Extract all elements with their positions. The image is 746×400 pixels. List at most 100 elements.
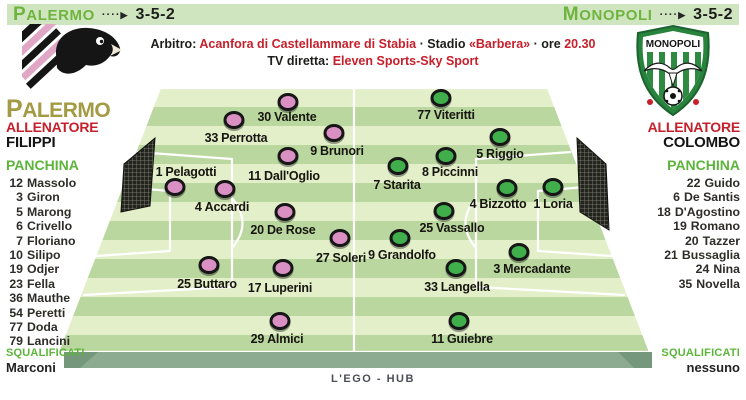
player-name: Perrotta [221,131,268,145]
match-info: Arbitro: Acanfora di Castellammare di St… [140,36,606,70]
bench-player-number: 19 [673,219,687,234]
bench-player-name: Tazzer [702,233,740,248]
player-number: 3 [493,262,501,276]
player-number: 4 [469,197,477,211]
player-name: Pelagotti [165,165,217,179]
bench-player-row: 7 Floriano [6,234,148,248]
home-formation: 3-5-2 [135,5,176,23]
tv-line: TV diretta: Eleven Sports-Sky Sport [140,53,606,70]
player-label: 9 Grandolfo [368,248,436,262]
player-label: 11 Guiebre [431,332,493,346]
player-label: 20 De Rose [250,223,315,237]
bench-player-row: 79 Lancini [6,334,148,348]
player-number: 4 [194,200,202,214]
bench-player-row: 12 Massolo [6,176,148,190]
bench-player-row: 23 Fella [6,277,148,291]
agency-credit: L'EGO - HUB [331,373,415,385]
player-name: Langella [440,280,490,294]
player-dot-icon [277,93,299,111]
player-dot-icon [272,259,294,277]
player-label: 77 Viteritti [417,108,475,122]
bench-player-row: 6 Crivello [6,219,148,233]
bench-player-row: 22 Guido [598,176,740,190]
bench-player-name: Silipo [27,248,61,263]
player-dot-icon [430,89,452,107]
bench-player-number: 54 [9,305,23,320]
player-number: 8 [421,165,429,179]
bench-player-row: 6 De Santis [598,190,740,204]
home-allenatore-label: ALLENATORE [6,119,99,135]
bench-player-name: Fella [27,276,56,291]
bench-player-number: 35 [678,276,693,291]
player-label: 3 Mercadante [493,262,570,276]
player-name: Grandolfo [377,248,436,262]
penalty-arc-right [464,197,477,249]
player-label: 33 Langella [424,280,490,294]
penalty-arc-left [231,197,244,249]
player-name: Vassallo [436,221,485,235]
player-label: 4 Accardi [195,200,249,214]
dotted-arrow-icon: ····▶ [659,8,687,21]
home-squalificati: SQUALIFICATI Marconi [6,347,148,375]
bench-player-number: 79 [9,334,23,349]
away-formation: 3-5-2 [693,5,733,23]
player-dot-icon [496,179,518,197]
bench-player-name: Doda [27,320,58,335]
dotted-arrow-icon: ····▶ [101,8,129,21]
bench-player-row: 18 D'Agostino [598,205,740,219]
player-dot-icon [448,312,470,330]
player-dot-icon [389,229,411,247]
player-label: 29 Almici [251,332,304,346]
player-dot-icon [164,178,186,196]
tv-label: TV diretta: [267,54,330,68]
player-number: 77 [417,108,431,122]
bench-player-name: Marong [27,204,72,219]
bench-player-row: 36 Mauthe [6,291,148,305]
player-dot-icon [445,259,467,277]
player-name: Riggio [486,147,524,161]
bench-player-row: 3 Giron [6,190,148,204]
home-coach-name: FILIPPI [6,134,56,151]
away-coach-name: COLOMBO [663,134,740,151]
player-name: Piccinni [431,165,479,179]
player-number: 30 [257,110,272,124]
player-label: 8 Piccinni [422,165,478,179]
bench-player-name: Floriano [27,233,76,248]
player-dot-icon [198,256,220,274]
separator: · [419,37,424,51]
bench-player-row: 77 Doda [6,320,148,334]
ore-label: ore [541,37,561,51]
player-number: 9 [310,144,318,158]
bench-player-name: Guido [704,176,740,190]
crest-text: MONOPOLI [646,39,701,50]
player-name: Brunori [320,144,364,158]
player-name: Mercadante [503,262,571,276]
stadio-label: Stadio [427,37,466,51]
tv-channels: Eleven Sports-Sky Sport [332,54,479,68]
away-formation-header: MONOPOLI ····▶ 3-5-2 [563,4,733,26]
bench-player-name: Crivello [27,219,73,234]
bench-player-number: 24 [695,262,710,277]
pitch-apron-edge [64,352,98,368]
player-label: 30 Valente [258,110,317,124]
kickoff-time: 20.30 [564,37,596,51]
player-dot-icon [269,312,291,330]
bench-player-number: 36 [9,291,23,306]
away-panchina-label: PANCHINA [667,157,740,173]
player-number: 33 [204,131,219,145]
referee-line: Arbitro: Acanfora di Castellammare di St… [140,36,606,53]
player-name: Soleri [332,251,367,265]
bench-player-number: 6 [16,219,23,234]
player-label: 5 Riggio [476,147,524,161]
home-panchina-label: PANCHINA [6,157,79,173]
arbitro-name: Acanfora di Castellammare di Stabia [199,37,417,51]
player-dot-icon [223,111,245,129]
bench-player-row: 35 Novella [598,277,740,291]
away-team-name: MONOPOLI [562,3,653,25]
bench-player-name: Giron [27,190,60,205]
player-name: Starita [383,178,421,192]
player-dot-icon [387,157,409,175]
player-number: 29 [250,332,265,346]
player-dot-icon [277,147,299,165]
player-number: 27 [315,251,330,265]
